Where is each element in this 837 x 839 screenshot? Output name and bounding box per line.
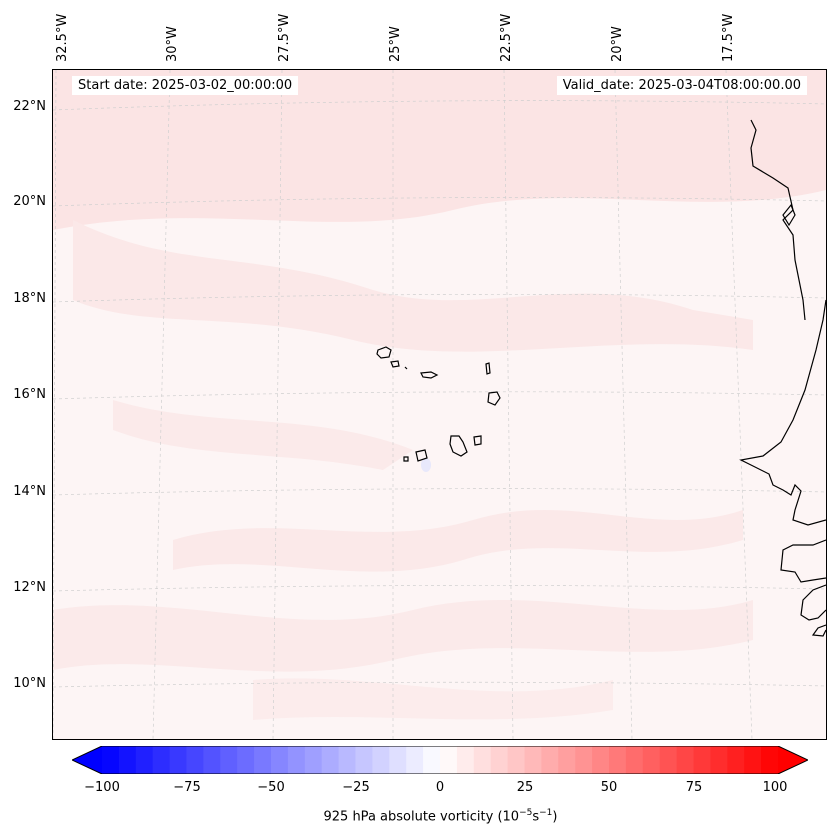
colorbar-bin (710, 746, 728, 774)
graticule (53, 70, 826, 739)
colorbar-tick: −75 (173, 780, 201, 795)
colorbar-bin (355, 746, 373, 774)
colorbar-bin (304, 746, 323, 774)
lon-label-27-5w: 27.5°W (277, 13, 292, 62)
colorbar-bin (575, 746, 593, 774)
colorbar-bin (541, 746, 559, 774)
cape-verde-island (415, 449, 428, 462)
colorbar-bin (761, 746, 779, 774)
lon-label-30w: 30°W (165, 26, 180, 62)
lat-label-16n: 16°N (13, 387, 46, 402)
lat-label-10n: 10°N (13, 676, 46, 691)
cape-verde-island (449, 435, 468, 457)
colorbar-bin (118, 746, 137, 774)
colorbar-bin (609, 746, 627, 774)
colorbar-bin (558, 746, 576, 774)
colorbar-bin (693, 746, 711, 774)
lon-label-20w: 20°W (610, 26, 625, 62)
vorticity-field (53, 70, 826, 720)
colorbar-bin (237, 746, 255, 774)
colorbar-bin (287, 746, 306, 774)
colorbar-bin (186, 746, 204, 774)
colorbar-bin (271, 746, 289, 774)
colorbar-tick: −100 (84, 780, 120, 795)
africa-coastline (782, 203, 796, 227)
colorbar-bin (490, 746, 509, 774)
colorbar-bin (440, 746, 458, 774)
colorbar-bin (372, 746, 390, 774)
cape-verde-island (376, 346, 392, 359)
lat-label-18n: 18°N (13, 291, 46, 306)
cape-verde-island (473, 435, 482, 446)
colorbar-tick: 25 (516, 780, 534, 795)
colorbar-bin (254, 746, 272, 774)
colorbar-bin (152, 746, 171, 774)
colorbar-bin (592, 746, 610, 774)
cape-verde-island (404, 366, 408, 370)
colorbar-bin (102, 746, 120, 774)
colorbar-bin (389, 746, 407, 774)
colorbar-tick: −50 (257, 780, 285, 795)
colorbar-bin (423, 746, 441, 774)
start-date-label: Start date: 2025-03-02_00:00:00 (72, 76, 299, 95)
lon-label-32-5w: 32.5°W (55, 13, 70, 62)
colorbar-bin (135, 746, 154, 774)
colorbar-bin (220, 746, 238, 774)
colorbar-tick: 75 (685, 780, 703, 795)
cape-verde-island (487, 391, 501, 406)
lon-label-25w: 25°W (388, 26, 403, 62)
colorbar-tick: 50 (600, 780, 618, 795)
colorbar-extend-min (72, 746, 102, 774)
colorbar-extend-max (778, 746, 808, 774)
colorbar-bin (169, 746, 187, 774)
colorbar-tick: −25 (342, 780, 370, 795)
colorbar-tick: 100 (762, 780, 788, 795)
vorticity-map (53, 70, 826, 739)
lon-label-22-5w: 22.5°W (499, 13, 514, 62)
lat-label-22n: 22°N (13, 99, 46, 114)
colorbar-bin (744, 746, 762, 774)
colorbar-bin (625, 746, 644, 774)
colorbar-bin (524, 746, 542, 774)
colorbar-bin (507, 746, 525, 774)
lat-label-14n: 14°N (13, 484, 46, 499)
lon-label-17-5w: 17.5°W (721, 13, 736, 62)
lat-label-12n: 12°N (13, 580, 46, 595)
lat-label-20n: 20°N (13, 194, 46, 209)
coastlines (376, 119, 826, 637)
cape-verde-island (390, 360, 400, 368)
cape-verde-island (485, 362, 491, 375)
colorbar-bin (406, 746, 424, 774)
colorbar-title: 925 hPa absolute vorticity (10−5s−1) (323, 808, 558, 825)
colorbar-bin (727, 746, 745, 774)
colorbar-bin (321, 746, 340, 774)
map-panel[interactable] (52, 69, 827, 740)
colorbar-bin (456, 746, 475, 774)
colorbar-bin (659, 746, 678, 774)
cape-verde-island (403, 456, 409, 462)
africa-coastline (739, 299, 826, 637)
colorbar-bin (473, 746, 492, 774)
colorbar-bin (676, 746, 694, 774)
colorbar (72, 746, 808, 774)
cape-verde-island (420, 371, 439, 379)
colorbar-tick: 0 (435, 780, 445, 795)
colorbar-bin (203, 746, 221, 774)
colorbar-bins (72, 746, 808, 774)
colorbar-bin (338, 746, 356, 774)
colorbar-bin (642, 746, 661, 774)
valid-date-label: Valid_date: 2025-03-04T08:00:00.00 (556, 76, 807, 95)
